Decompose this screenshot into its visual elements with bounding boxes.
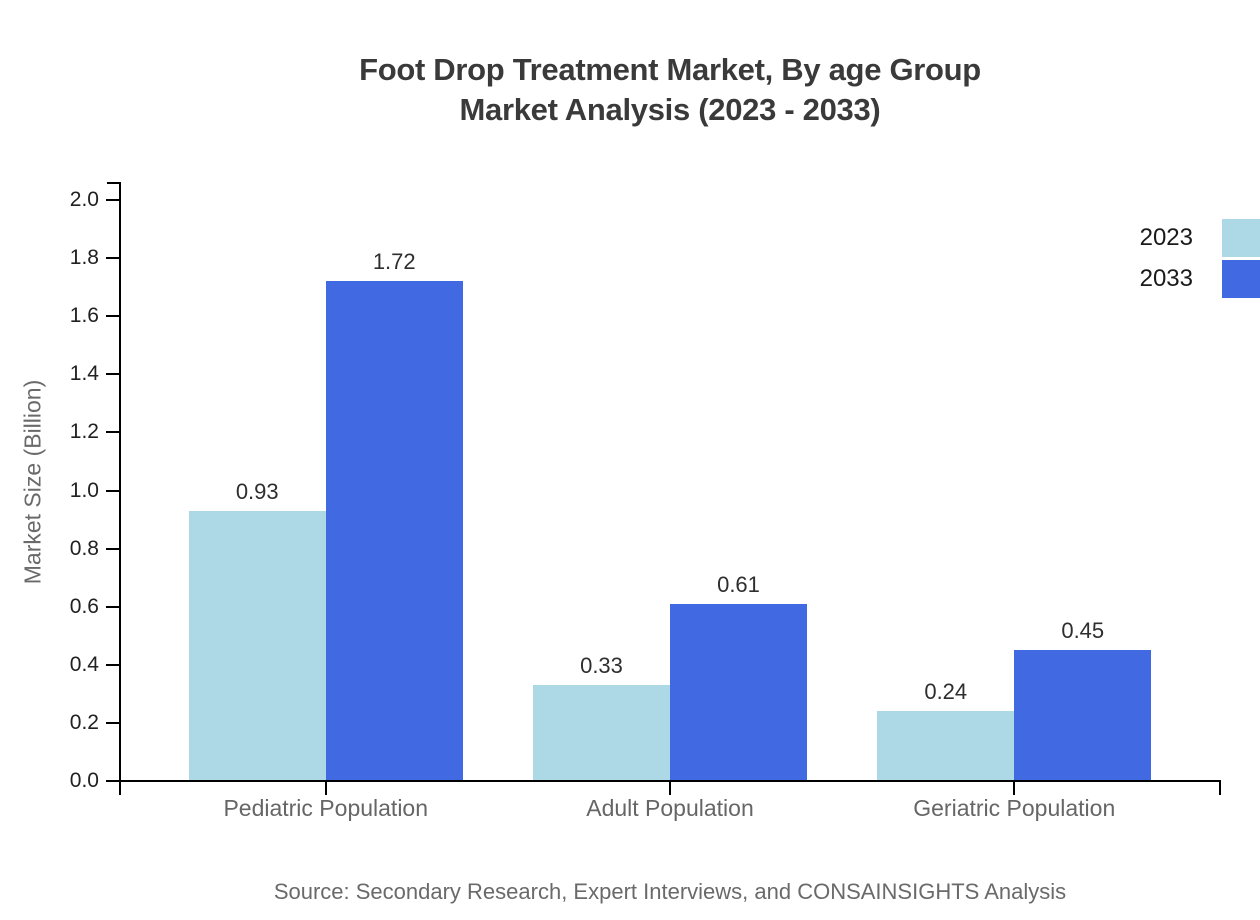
y-tick-label: 1.4 bbox=[69, 362, 99, 386]
chart-title-line1: Foot Drop Treatment Market, By age Group bbox=[359, 52, 981, 87]
x-axis-line bbox=[119, 780, 1221, 782]
y-axis-line bbox=[119, 182, 121, 782]
legend-swatch bbox=[1222, 219, 1260, 257]
x-tick bbox=[324, 782, 327, 795]
y-axis-title: Market Size (Billion) bbox=[19, 379, 46, 585]
y-tick bbox=[106, 431, 119, 434]
y-tick-label: 0.8 bbox=[69, 536, 99, 560]
y-tick-label: 0.4 bbox=[69, 652, 99, 676]
bar-value-label: 1.72 bbox=[372, 249, 416, 274]
legend: 2023 2033 bbox=[1100, 219, 1260, 309]
x-axis-end-tick bbox=[119, 782, 121, 795]
bar-value-label: 0.45 bbox=[1061, 618, 1105, 643]
y-tick bbox=[106, 780, 119, 782]
y-tick bbox=[106, 315, 119, 318]
bar-value-label: 0.33 bbox=[580, 653, 623, 678]
y-tick bbox=[106, 257, 119, 260]
legend-row: 2023 bbox=[1100, 219, 1260, 257]
y-tick-label: 0.2 bbox=[69, 710, 99, 734]
bar-value-label: 0.61 bbox=[717, 572, 760, 597]
y-tick bbox=[106, 489, 119, 492]
y-axis-end-cap bbox=[107, 182, 121, 184]
y-tick bbox=[106, 605, 119, 608]
legend-label: 2023 bbox=[1139, 224, 1193, 251]
legend-swatch bbox=[1222, 260, 1260, 298]
x-category-label: Pediatric Population bbox=[223, 795, 429, 821]
y-tick-label: 0.6 bbox=[69, 594, 99, 618]
y-tick bbox=[106, 199, 119, 201]
bar bbox=[533, 685, 670, 781]
chart-title-line2: Market Analysis (2023 - 2033) bbox=[459, 92, 881, 127]
bar bbox=[877, 711, 1015, 781]
bar bbox=[188, 511, 326, 781]
chart-title: Foot Drop Treatment Market, By age Group… bbox=[80, 50, 1260, 130]
y-tick bbox=[106, 663, 119, 666]
y-tick-label: 1.2 bbox=[69, 420, 99, 444]
y-tick-label: 0.0 bbox=[69, 769, 99, 792]
bar-value-label: 0.24 bbox=[924, 679, 968, 704]
x-axis-end-tick bbox=[1219, 782, 1221, 795]
source-note: Source: Secondary Research, Expert Inter… bbox=[273, 879, 1067, 904]
bar bbox=[670, 604, 807, 781]
plot-area: 0.0 0.2 0.4 0.6 0.8 1.0 1.2 1.4 1.6 1.8 2.0 Pediatr… bbox=[70, 182, 1221, 821]
y-tick-label: 1.6 bbox=[69, 304, 99, 328]
y-tick-label: 2.0 bbox=[69, 188, 99, 211]
bar bbox=[1014, 650, 1152, 781]
x-tick bbox=[1013, 782, 1016, 795]
legend-label: 2033 bbox=[1139, 265, 1193, 292]
legend-row: 2033 bbox=[1100, 260, 1260, 298]
y-tick-label: 1.8 bbox=[69, 246, 99, 270]
x-category-label: Adult Population bbox=[586, 795, 754, 821]
y-tick bbox=[106, 547, 119, 550]
bar-value-label: 0.93 bbox=[235, 479, 279, 504]
y-tick bbox=[106, 373, 119, 376]
y-tick bbox=[106, 721, 119, 724]
y-tick-label: 1.0 bbox=[69, 478, 99, 502]
x-category-label: Geriatric Population bbox=[913, 795, 1116, 821]
x-tick bbox=[669, 782, 671, 795]
bar bbox=[325, 281, 463, 781]
